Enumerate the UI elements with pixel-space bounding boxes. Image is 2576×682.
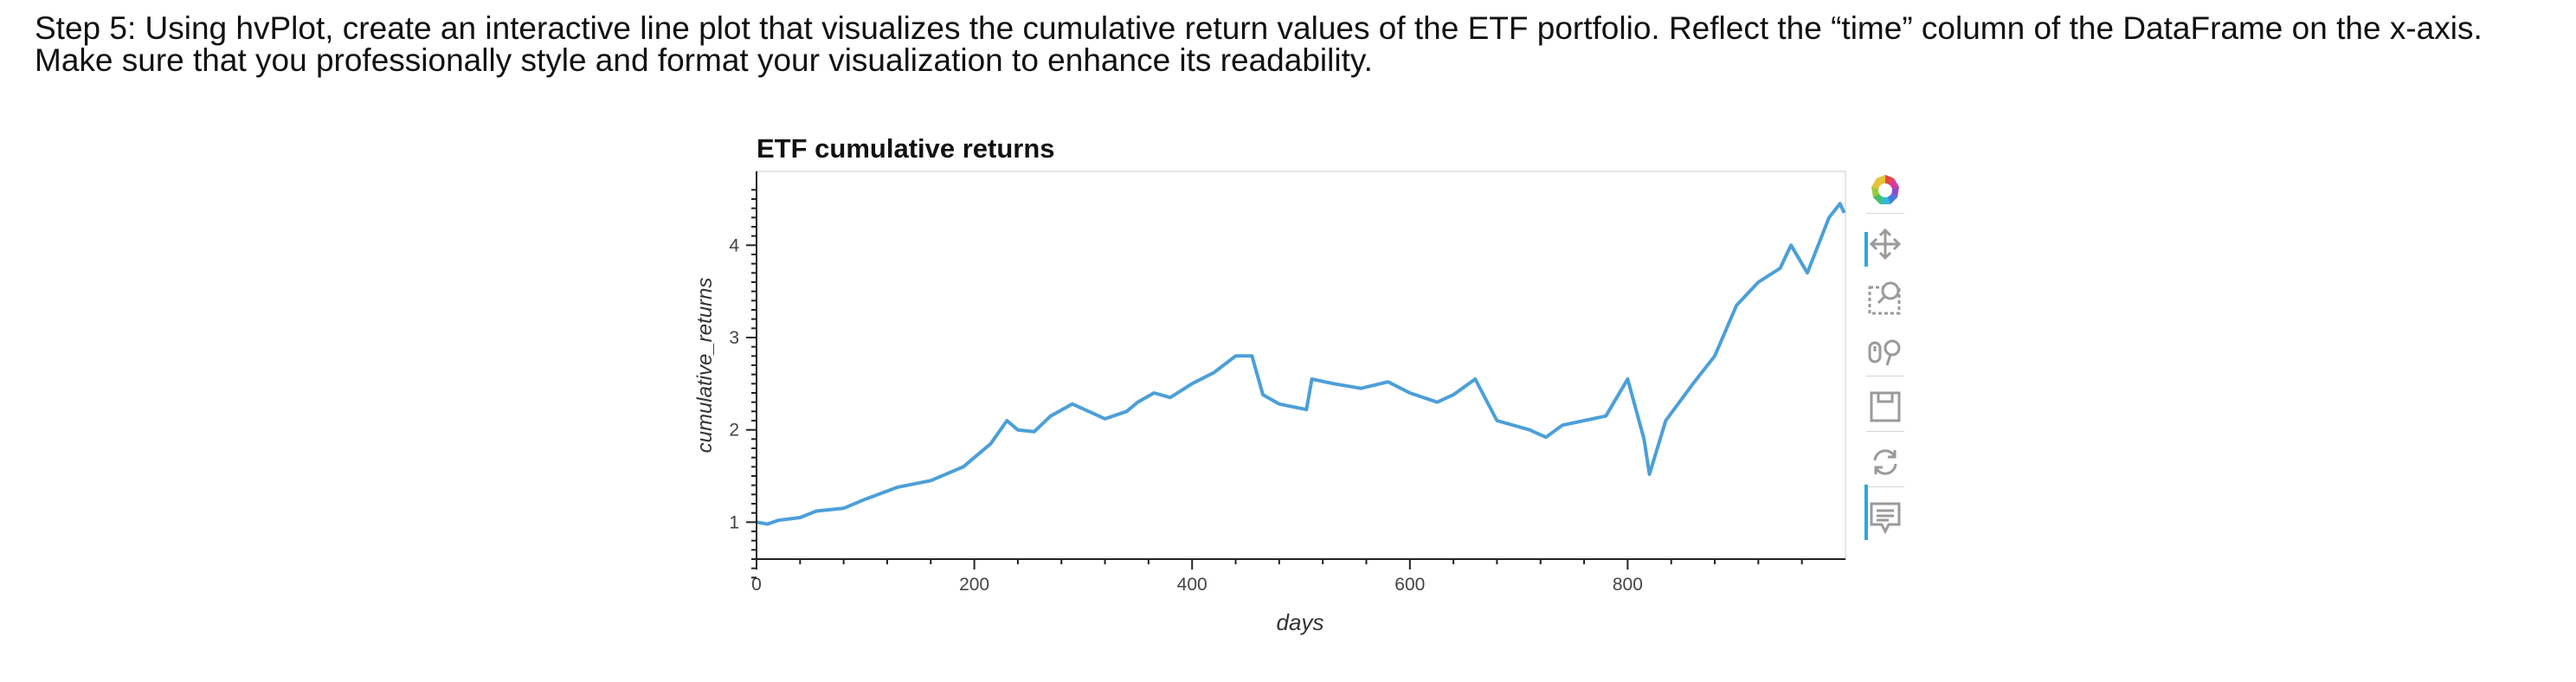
- bokeh-logo-icon[interactable]: [1859, 170, 1911, 211]
- x-axis: 0 200 400 600 800: [751, 558, 1845, 595]
- y-axis-label: cumulative_returns: [693, 278, 717, 454]
- active-tool-indicator-hover: [1864, 485, 1868, 540]
- reset-icon[interactable]: [1859, 441, 1911, 483]
- y-tick-label: 3: [729, 328, 739, 348]
- plot-frame: [756, 170, 1846, 560]
- wheel-zoom-icon[interactable]: [1859, 331, 1911, 372]
- active-tool-indicator-pan: [1864, 232, 1868, 267]
- y-axis: 1 2 3 4: [729, 171, 757, 579]
- y-tick-label: 1: [729, 512, 739, 532]
- x-tick-label: 600: [1394, 575, 1425, 595]
- x-tick-label: 0: [751, 575, 762, 595]
- x-tick-label: 800: [1613, 575, 1643, 595]
- x-tick-label: 200: [959, 575, 989, 595]
- plot-toolbar: [1859, 170, 1911, 542]
- x-axis-label: days: [1277, 609, 1324, 635]
- step-instructions: Step 5: Using hvPlot, create an interact…: [35, 10, 2483, 78]
- y-tick-label: 4: [729, 235, 739, 255]
- chart-title: ETF cumulative returns: [757, 133, 1055, 164]
- pan-icon[interactable]: [1859, 223, 1911, 265]
- save-icon[interactable]: [1859, 386, 1911, 428]
- plot-area[interactable]: [756, 170, 1846, 560]
- hover-icon[interactable]: [1859, 497, 1911, 538]
- y-tick-label: 2: [729, 421, 739, 441]
- x-tick-label: 400: [1177, 575, 1208, 595]
- series-line[interactable]: [756, 202, 1846, 526]
- box-zoom-icon[interactable]: [1859, 277, 1911, 318]
